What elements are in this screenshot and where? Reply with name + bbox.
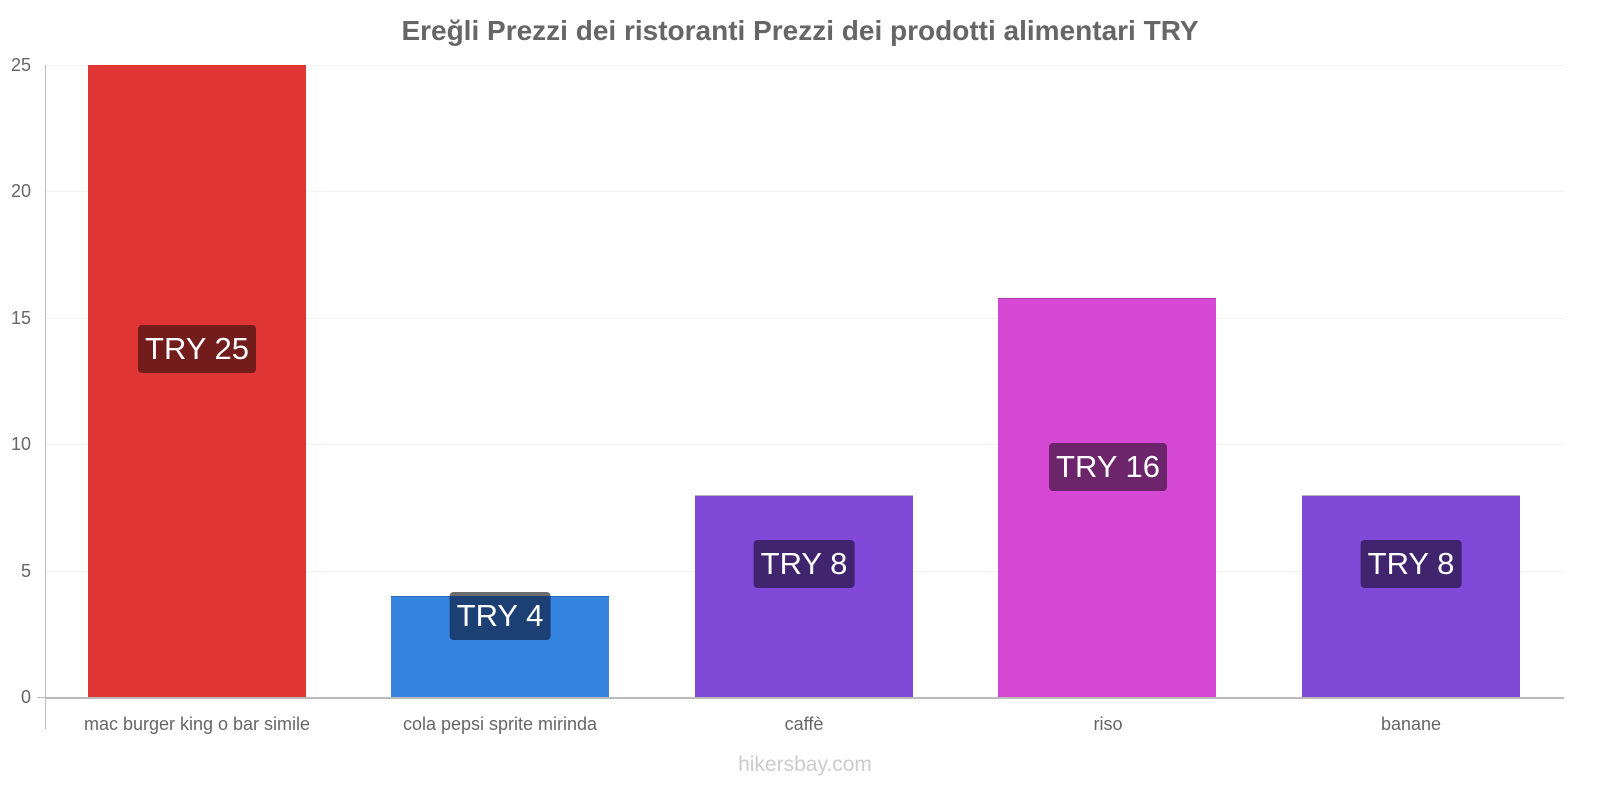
y-tick-label: 20 (10, 181, 31, 201)
x-category-label: mac burger king o bar simile (83, 714, 311, 734)
x-category-label: banane (1380, 714, 1442, 734)
bar-riso[interactable] (998, 298, 1216, 697)
y-tick-label: 25 (10, 55, 31, 75)
y-tick-label: 15 (10, 308, 31, 328)
bar-value-label: TRY 8 (1360, 540, 1462, 588)
x-axis-line (45, 697, 1564, 699)
x-category-label: caffè (784, 714, 824, 734)
y-tick-label: 5 (20, 561, 31, 581)
watermark: hikersbay.com (738, 753, 872, 776)
gridline-25 (46, 65, 1564, 66)
bar-mac-burger[interactable] (88, 65, 306, 697)
y-tick-label: 0 (20, 687, 31, 707)
x-category-label: riso (1093, 714, 1123, 734)
bar-value-label: TRY 16 (1049, 443, 1167, 491)
y-tick-label: 10 (10, 434, 31, 454)
gridline-10 (46, 444, 1564, 445)
x-category-label: cola pepsi sprite mirinda (402, 714, 598, 734)
bar-value-label: TRY 8 (753, 540, 855, 588)
chart-title: Ereğli Prezzi dei ristoranti Prezzi dei … (401, 15, 1199, 46)
y-axis-line (45, 65, 46, 729)
bar-value-label: TRY 25 (138, 325, 256, 373)
bar-value-label: TRY 4 (449, 592, 551, 640)
bar-caffe[interactable] (695, 495, 913, 697)
gridline-15 (46, 318, 1564, 319)
gridline-20 (46, 191, 1564, 192)
y-tick-mark (37, 697, 45, 698)
bar-banane[interactable] (1302, 495, 1520, 697)
